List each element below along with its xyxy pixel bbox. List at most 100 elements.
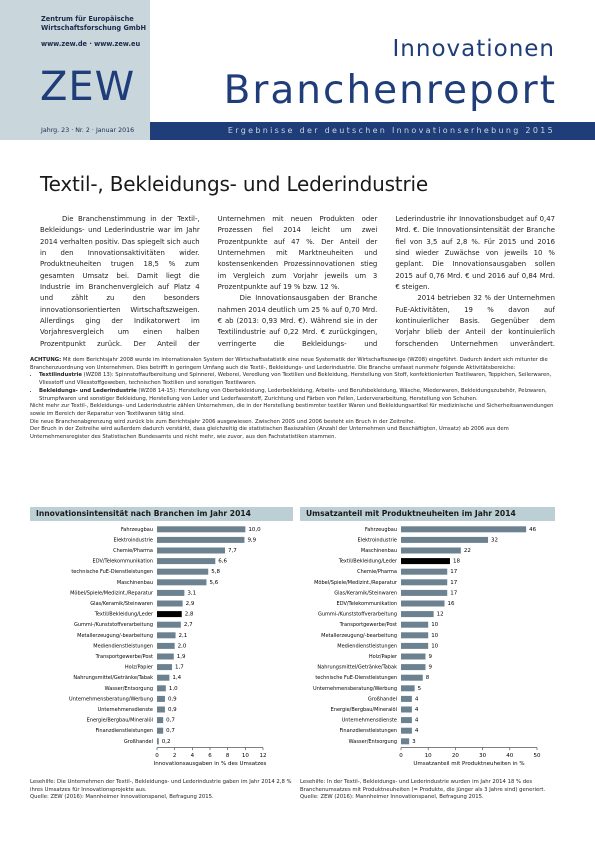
note-term: Bekleidungs- und Lederindustrie xyxy=(39,387,137,394)
paragraph: 2014 betrieben 32 % der Unternehmen FuE-… xyxy=(395,294,555,348)
category-label: Glas/Keramik/Steinwaren xyxy=(334,590,397,596)
bar xyxy=(157,568,209,575)
note-intro: ACHTUNG: Mit dem Berichtsjahr 2008 wurde… xyxy=(30,357,555,372)
value-label: 9 xyxy=(428,654,432,660)
note-item: Bekleidungs- und Lederindustrie (WZ08 14… xyxy=(39,388,555,403)
chart-plot: Fahrzeugbau 10,0 Elektroindustrie 9,9 Chemie… xyxy=(69,526,267,767)
bar xyxy=(157,600,183,607)
value-label: 9 xyxy=(428,665,432,671)
category-label: Unternehmensberatung/Werbung xyxy=(313,686,397,692)
value-label: 2,1 xyxy=(179,633,188,639)
note-label: ACHTUNG: xyxy=(30,357,62,363)
website: www.zew.de · www.zew.eu xyxy=(41,40,141,48)
category-label: Elektroindustrie xyxy=(358,537,397,543)
category-label: Nahrungsmittel/Getränke/Tabak xyxy=(73,675,153,681)
category-label: technische FuE-Dienstleistungen xyxy=(71,569,153,575)
category-label: Unternehmensdienste xyxy=(98,707,153,713)
chart-plot: Fahrzeugbau 46 Elektroindustrie 32 Maschinen… xyxy=(313,526,541,767)
note-paragraph: Der Bruch in der Zeitreihe wird außerdem… xyxy=(30,426,509,441)
value-label: 46 xyxy=(529,527,536,533)
bar xyxy=(401,642,429,649)
caption-text: Lesehilfe: In der Textil-, Bekleidungs- … xyxy=(300,779,546,793)
category-label: Textil/Bekleidung/Leder xyxy=(94,612,154,618)
value-label: 22 xyxy=(464,548,471,554)
body-text: Die Branchenstimmung in der Textil-, Bek… xyxy=(40,214,555,354)
note-text: Mit dem Berichtsjahr 2008 wurde im inter… xyxy=(30,357,548,371)
bar xyxy=(157,664,173,671)
bar xyxy=(401,611,434,618)
bar xyxy=(401,568,448,575)
x-tick-label: 2 xyxy=(173,753,177,759)
bar xyxy=(157,685,166,692)
category-label: EDV/Telekommunikation xyxy=(337,601,397,607)
value-label: 5,6 xyxy=(209,580,218,586)
value-label: 0,9 xyxy=(168,707,177,713)
x-tick-label: 8 xyxy=(226,753,230,759)
bar xyxy=(157,727,164,734)
series-title: Innovationen xyxy=(392,36,555,62)
bar xyxy=(401,738,410,745)
value-label: 5,8 xyxy=(211,569,220,575)
caption-text: Lesehilfe: Die Unternehmen der Textil-, … xyxy=(30,779,292,793)
bar xyxy=(401,526,527,533)
bar xyxy=(401,653,426,660)
bar xyxy=(157,589,185,596)
x-tick-label: 4 xyxy=(191,753,195,759)
value-label: 5 xyxy=(418,686,422,692)
category-label: Elektroindustrie xyxy=(114,537,153,543)
bar xyxy=(401,579,448,586)
bar xyxy=(157,738,159,745)
category-label: Energie/Bergbau/Mineralöl xyxy=(87,718,153,724)
page-title: Textil-, Bekleidungs- und Lederindustrie xyxy=(40,172,428,196)
value-label: 2,7 xyxy=(184,622,193,628)
bar xyxy=(401,695,412,702)
category-label: Maschinenbau xyxy=(117,580,153,586)
bar xyxy=(157,674,170,681)
bar xyxy=(401,685,415,692)
institute: Zentrum für Europäische Wirtschaftsforsc… xyxy=(41,15,146,32)
category-label: Metallerzeugung/-bearbeitung xyxy=(77,633,153,639)
bar xyxy=(401,727,412,734)
bar xyxy=(401,589,448,596)
category-label: Transportgewerbe/Post xyxy=(95,654,153,660)
report-title: Branchenreport xyxy=(223,68,557,113)
category-label: EDV/Telekommunikation xyxy=(93,559,153,565)
bar xyxy=(157,642,175,649)
value-label: 17 xyxy=(450,590,457,596)
header-band xyxy=(150,122,595,140)
category-label: Maschinenbau xyxy=(361,548,397,554)
bar xyxy=(157,653,174,660)
category-label: Chemie/Pharma xyxy=(113,548,153,554)
x-tick-label: 12 xyxy=(260,753,267,759)
category-label: Unternehmensdienste xyxy=(342,718,397,724)
category-label: Nahrungsmittel/Getränke/Tabak xyxy=(317,665,397,671)
x-tick-label: 6 xyxy=(208,753,212,759)
logo: ZEW xyxy=(40,64,136,110)
category-label: Textil/Bekleidung/Leder xyxy=(338,559,398,565)
value-label: 4 xyxy=(415,718,419,724)
bar xyxy=(401,558,450,565)
note-list: Textilindustrie (WZ08 13): Spinnstoffauf… xyxy=(30,372,555,403)
bar xyxy=(157,717,164,724)
value-label: 3,1 xyxy=(187,590,196,596)
category-label: Energie/Bergbau/Mineralöl xyxy=(331,707,397,713)
bar xyxy=(401,600,445,607)
note-item: Textilindustrie (WZ08 13): Spinnstoffauf… xyxy=(39,372,555,387)
value-label: 4 xyxy=(415,728,419,734)
value-label: 10 xyxy=(431,633,438,639)
value-label: 10,0 xyxy=(248,527,261,533)
note-paragraph: Nicht mehr zur Textil-, Bekleidungs- und… xyxy=(30,403,554,417)
caption: Lesehilfe: Die Unternehmen der Textil-, … xyxy=(30,779,293,802)
value-label: 1,9 xyxy=(177,654,186,660)
bar xyxy=(401,621,429,628)
bar xyxy=(157,526,246,533)
source: Quelle: ZEW (2016): Mannheimer Innovatio… xyxy=(300,794,484,801)
category-label: Unternehmensberatung/Werbung xyxy=(69,696,153,702)
x-axis-label: Innovationsausgaben in % des Umsatzes xyxy=(154,761,267,767)
value-label: 8 xyxy=(426,675,430,681)
category-label: Wasser/Entsorgung xyxy=(105,686,153,692)
value-label: 2,9 xyxy=(186,601,195,607)
bar xyxy=(157,621,181,628)
bar xyxy=(401,674,423,681)
value-label: 0,7 xyxy=(166,728,175,734)
